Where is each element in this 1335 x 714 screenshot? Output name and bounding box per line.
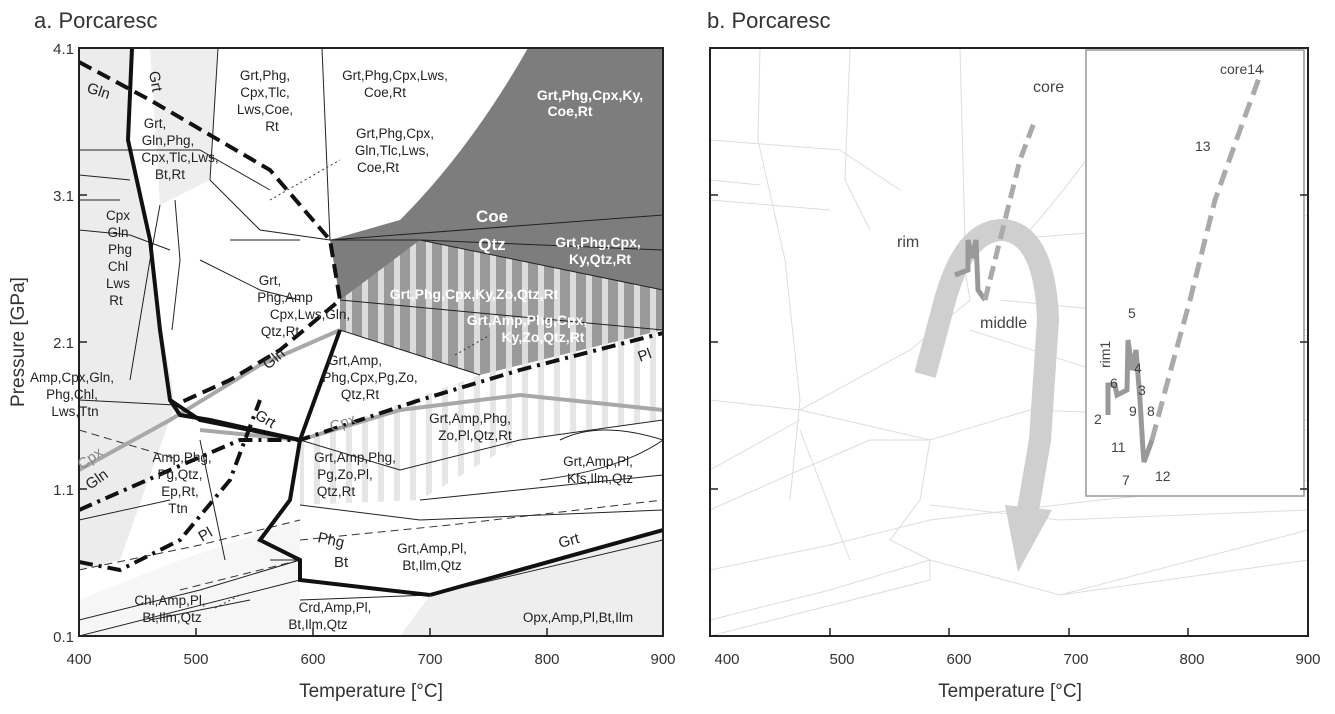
panel-b-title: b. Porcaresc	[707, 8, 831, 33]
svg-text:6: 6	[1110, 375, 1118, 391]
light-field-lower-right	[400, 530, 663, 636]
svg-text:Grt,Amp,Phg,Pg,Zo,Pl,Qtz,Rt: Grt,Amp,Phg, Pg,Zo,Pl, Qtz,Rt	[314, 450, 396, 499]
svg-text:2: 2	[1094, 411, 1102, 427]
x-tick-label: 400	[66, 651, 91, 668]
x-tick-label: 400	[714, 651, 739, 668]
thin-boundaries	[79, 48, 663, 636]
svg-text:13: 13	[1195, 138, 1211, 154]
core-path	[982, 119, 1038, 301]
svg-text:Coe: Coe	[476, 207, 508, 226]
svg-text:Grt,Amp,Phg,Cpx,Ky,Zo,Qtz,Rt: Grt,Amp,Phg,Cpx, Ky,Zo,Qtz,Rt	[467, 312, 588, 345]
svg-text:Grt: Grt	[557, 530, 582, 552]
svg-text:Bt: Bt	[334, 554, 349, 571]
svg-text:3: 3	[1138, 382, 1146, 398]
svg-text:Gln: Gln	[85, 80, 112, 103]
y-tick-label: 2.1	[53, 335, 74, 352]
inset-core-path	[1149, 69, 1265, 441]
svg-text:Grt,Amp,Pl,Kfs,Ilm,Qtz: Grt,Amp,Pl, Kfs,Ilm,Qtz	[563, 454, 633, 486]
x-tick-label: 900	[650, 651, 675, 668]
x-tick-label: 700	[1063, 651, 1088, 668]
x-axis-title: Temperature [°C]	[299, 681, 443, 702]
x-tick-label: 500	[829, 651, 854, 668]
svg-text:Amp,Cpx,Gln,Phg,Chl,Lws,Ttn: Amp,Cpx,Gln, Phg,Chl, Lws,Ttn	[30, 370, 114, 419]
svg-text:Opx,Amp,Pl,Bt,Ilm: Opx,Amp,Pl,Bt,Ilm	[523, 610, 633, 625]
panel-a-field-labels: Grt,Phg, Cpx,Tlc, Lws,Coe, Rt Grt,Phg,Cpx,L…	[30, 68, 643, 632]
x-tick-label: 600	[946, 651, 971, 668]
panel-a-x-axis: 400 500 600 700 800 900 Temperature [°C]	[66, 628, 676, 702]
svg-text:11: 11	[1111, 439, 1126, 455]
svg-text:Grt,Amp,Pl,Bt,Ilm,Qtz: Grt,Amp,Pl, Bt,Ilm,Qtz	[397, 541, 467, 573]
svg-text:Pl: Pl	[636, 345, 654, 366]
svg-text:rim1: rim1	[1097, 341, 1113, 368]
x-tick-label: 700	[417, 651, 442, 668]
svg-text:4: 4	[1134, 360, 1142, 376]
x-axis-title: Temperature [°C]	[938, 681, 1082, 702]
grey-reactions	[79, 328, 663, 472]
svg-text:9: 9	[1129, 403, 1137, 419]
svg-text:core: core	[1033, 79, 1064, 96]
dashdot-reactions	[79, 331, 663, 573]
x-tick-label: 900	[1295, 651, 1320, 668]
svg-text:Grt,Phg,Cpx,Ky,Coe,Rt: Grt,Phg,Cpx,Ky, Coe,Rt	[537, 87, 643, 119]
svg-text:Chl,Amp,Pl,Bt,Ilm,Qtz: Chl,Amp,Pl, Bt,Ilm,Qtz	[134, 593, 205, 625]
dark-field-top-right	[330, 48, 663, 300]
svg-text:7: 7	[1122, 472, 1130, 488]
x-tick-label: 500	[183, 651, 208, 668]
inset-rim-path	[1105, 339, 1155, 463]
dashed-reactions	[79, 60, 343, 407]
svg-text:Grt,Phg,Cpx,Tlc,Lws,Coe,Rt: Grt,Phg, Cpx,Tlc, Lws,Coe, Rt	[237, 68, 293, 134]
svg-text:Grt: Grt	[145, 70, 166, 94]
svg-text:8: 8	[1147, 403, 1155, 419]
svg-text:Qtz: Qtz	[478, 235, 505, 254]
y-tick-label: 4.1	[53, 41, 74, 58]
x-tick-label: 800	[1179, 651, 1204, 668]
panel-a-title: a. Porcaresc	[34, 8, 158, 33]
y-tick-label: 0.1	[53, 629, 74, 646]
pt-arrow-head	[1005, 505, 1052, 572]
panel-b-y-ticks	[710, 194, 1308, 490]
svg-text:5: 5	[1128, 305, 1136, 321]
svg-text:Grt,Amp,Phg,Cpx,Pg,Zo,Qtz,Rt: Grt,Amp, Phg,Cpx,Pg,Zo, Qtz,Rt	[322, 353, 417, 402]
svg-text:Grt,Phg,Cpx,Lws,Coe,Rt: Grt,Phg,Cpx,Lws, Coe,Rt	[342, 68, 448, 100]
panel-b-x-axis: 400 500 600 700 800 900 Temperature [°C]	[709, 628, 1321, 702]
panel-b-labels: core rim middle core14 13 rim1 5 4 6 3 9…	[897, 61, 1263, 488]
dashed-boundaries	[79, 429, 663, 591]
thick-reactions	[125, 48, 663, 597]
panel-a-plot	[79, 48, 663, 636]
svg-text:rim: rim	[897, 234, 919, 251]
svg-text:Grt,Phg,Cpx,Ky,Qtz,Rt: Grt,Phg,Cpx, Ky,Qtz,Rt	[555, 234, 641, 267]
y-axis-title: Pressure [GPa]	[8, 277, 29, 407]
svg-text:Amp,Phg,Pg,Qtz,Ep,Rt,Ttn: Amp,Phg, Pg,Qtz, Ep,Rt, Ttn	[152, 450, 211, 516]
svg-text:middle: middle	[980, 315, 1027, 332]
light-field-left	[79, 48, 175, 570]
rim-path	[954, 239, 988, 302]
svg-text:Grt,Phg,Cpx,Ky,Zo,Qtz,Rt: Grt,Phg,Cpx,Ky,Zo,Qtz,Rt	[390, 286, 559, 302]
svg-text:Grt,Amp,Phg,Zo,Pl,Qtz,Rt: Grt,Amp,Phg, Zo,Pl,Qtz,Rt	[429, 411, 512, 443]
y-tick-label: 3.1	[53, 188, 74, 205]
x-tick-label: 600	[300, 651, 325, 668]
svg-text:Phg: Phg	[316, 529, 346, 551]
x-tick-label: 800	[534, 651, 559, 668]
striped-field-lower	[300, 330, 663, 505]
svg-text:Grt,Gln,Phg,Cpx,Tlc,Lws,Bt,Rt: Grt, Gln,Phg, Cpx,Tlc,Lws, Bt,Rt	[141, 116, 218, 182]
y-tick-label: 1.1	[53, 482, 74, 499]
svg-text:Crd,Amp,Pl,Bt,Ilm,Qtz: Crd,Amp,Pl, Bt,Ilm,Qtz	[288, 600, 371, 632]
svg-text:Grt,Phg,Cpx,Gln,Tlc,Lws,Coe,Rt: Grt,Phg,Cpx, Gln,Tlc,Lws, Coe,Rt	[355, 126, 434, 175]
panel-b-plot	[710, 48, 1308, 636]
svg-text:core14: core14	[1220, 61, 1263, 77]
svg-text:12: 12	[1155, 468, 1171, 484]
light-field-top	[150, 48, 218, 205]
panel-a-y-axis: 4.1 3.1 2.1 1.1 0.1 Pressure [GPa]	[8, 41, 87, 646]
